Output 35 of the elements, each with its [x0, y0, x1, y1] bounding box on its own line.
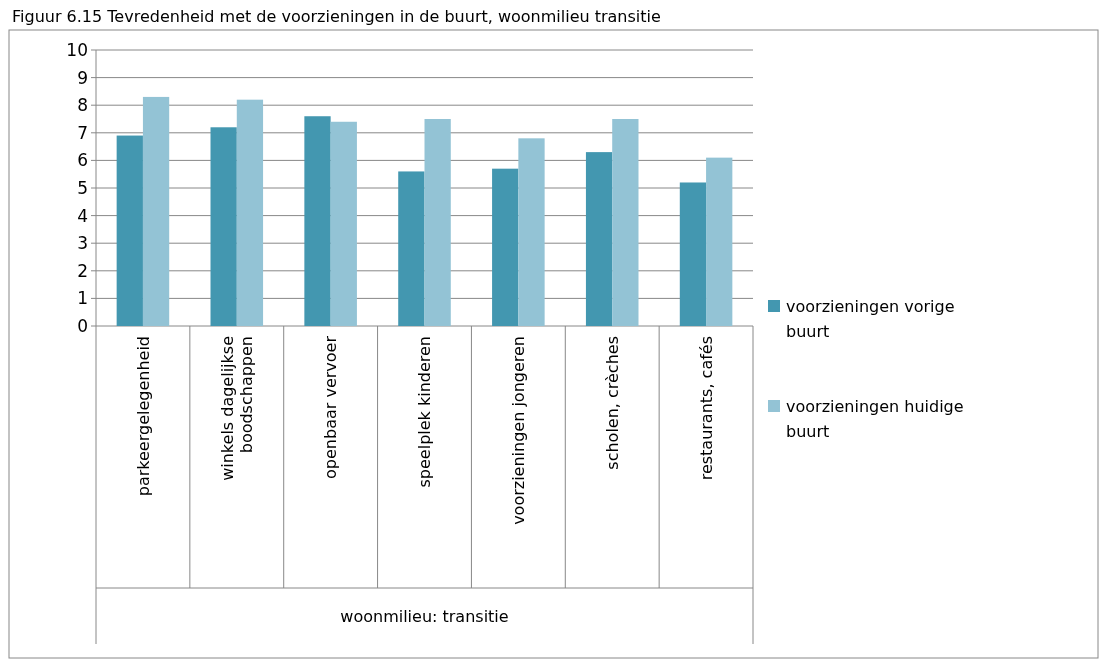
y-tick-label: 2 [77, 260, 88, 281]
bar [492, 168, 519, 326]
y-tick-label: 7 [77, 122, 88, 143]
bar [679, 182, 707, 326]
x-tick-label: speelplek kinderen [415, 336, 435, 488]
bar [398, 171, 425, 326]
bar [330, 121, 357, 326]
bar [612, 119, 639, 326]
legend-label: voorzieningen vorige buurt [786, 296, 955, 342]
legend-label: voorzieningen huidige buurt [786, 396, 964, 442]
bar [518, 138, 545, 326]
x-tick-label: voorzieningen jongeren [508, 336, 528, 525]
x-tick-label: openbaar vervoer [321, 335, 341, 479]
bar [116, 135, 143, 326]
chart-title: Figuur 6.15 Tevredenheid met de voorzieningen in de buurt, woonmilieu transitie [12, 7, 661, 26]
y-tick-label: 6 [77, 150, 88, 171]
x-tick-label: parkeergelegenheid [133, 336, 153, 497]
y-tick-label: 1 [77, 288, 88, 309]
bar [236, 99, 264, 326]
y-tick-label: 5 [77, 177, 88, 198]
x-tick-label: restaurants, cafés [696, 336, 716, 481]
y-tick-label: 10 [66, 39, 88, 60]
bar [142, 96, 170, 326]
x-tick-label: scholen, crèches [602, 336, 622, 470]
bar [585, 152, 613, 326]
bar [424, 119, 451, 326]
bar [304, 116, 331, 326]
bar [210, 127, 237, 326]
y-tick-label: 3 [77, 233, 88, 254]
y-tick-label: 9 [77, 67, 88, 88]
y-tick-label: 4 [77, 205, 88, 226]
y-tick-label: 0 [77, 315, 88, 336]
bar [706, 157, 733, 326]
text: woonmilieu: transitie [340, 606, 509, 626]
y-tick-label: 8 [77, 95, 88, 116]
